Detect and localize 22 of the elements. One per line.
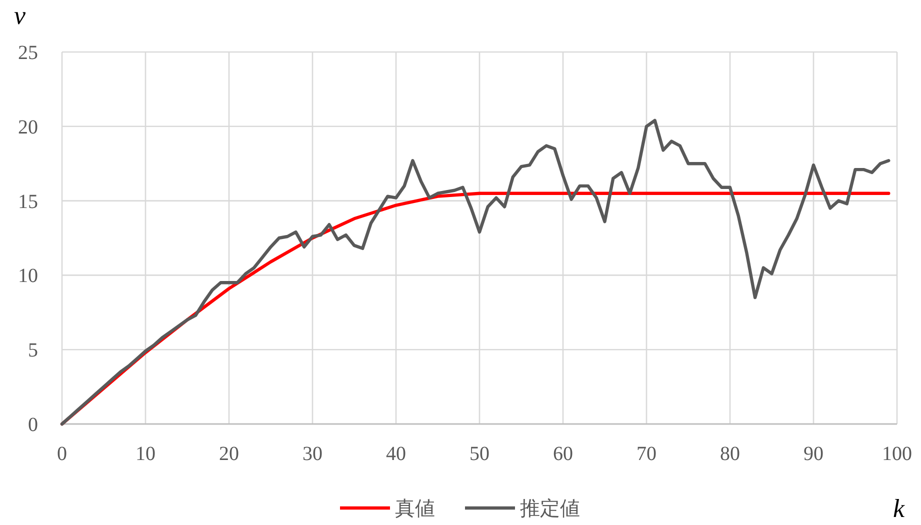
y-tick-label: 5: [28, 340, 38, 362]
x-tick-label: 80: [720, 443, 740, 465]
y-axis-title: v: [14, 1, 26, 30]
y-tick-label: 25: [18, 42, 38, 64]
x-axis-title: k: [893, 494, 905, 523]
x-tick-label: 90: [804, 443, 824, 465]
x-tick-label: 100: [882, 443, 912, 465]
y-tick-label: 20: [18, 116, 38, 138]
line-series: [60, 118, 890, 426]
x-tick-label: 70: [636, 443, 656, 465]
x-tick-label: 40: [386, 443, 406, 465]
y-tick-label: 10: [18, 265, 38, 288]
x-tick-label: 0: [57, 443, 67, 465]
legend-label: 推定値: [520, 496, 580, 520]
legend-label: 真値: [395, 496, 435, 520]
x-tick-label: 20: [219, 443, 239, 465]
x-tick-label: 50: [470, 443, 490, 465]
x-tick-label: 30: [302, 443, 322, 465]
x-tick-label: 10: [136, 443, 156, 465]
x-tick-label: 60: [553, 443, 573, 465]
y-tick-label: 0: [28, 414, 38, 436]
y-tick-label: 15: [18, 190, 38, 213]
